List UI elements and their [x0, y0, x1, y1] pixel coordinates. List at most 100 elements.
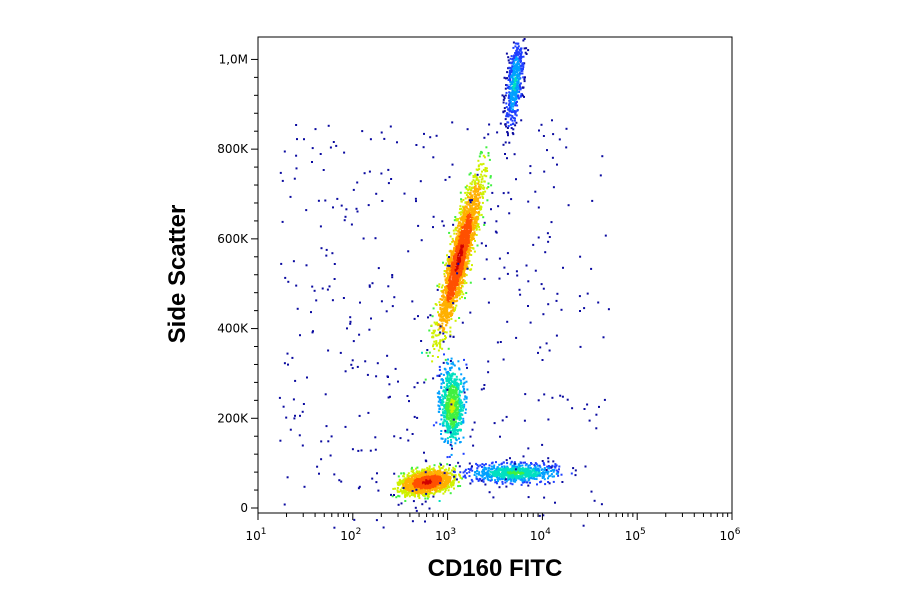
event-dot [438, 478, 441, 481]
event-dot [450, 318, 453, 320]
event-dot [427, 476, 430, 479]
event-dot [437, 479, 440, 482]
event-dot [456, 287, 459, 290]
event-dot [439, 304, 442, 307]
event-dot [440, 298, 443, 301]
event-dot [509, 482, 512, 485]
event-dot [443, 314, 446, 317]
event-dot [523, 468, 526, 471]
event-dot [454, 391, 457, 394]
event-dot [431, 355, 434, 357]
event-dot [450, 304, 453, 306]
event-dot [446, 297, 449, 300]
event-dot [405, 479, 408, 481]
event-dot [469, 281, 472, 284]
event-dot [512, 480, 515, 483]
event-dot [443, 414, 446, 417]
event-dot [465, 380, 468, 383]
event-dot [419, 487, 422, 490]
event-dot [522, 461, 525, 464]
event-dot [455, 248, 458, 251]
event-dot [472, 224, 475, 227]
event-dot [442, 379, 444, 382]
event-dot [453, 411, 456, 413]
event-dot [451, 237, 454, 240]
event-dot [404, 490, 407, 492]
event-dot [452, 481, 455, 484]
event-dot [450, 423, 453, 425]
event-dot [525, 472, 528, 475]
event-dot [448, 313, 451, 316]
event-dot [501, 478, 504, 481]
event-dot [454, 465, 457, 468]
event-dot [518, 472, 521, 475]
event-dot [443, 476, 446, 479]
event-dot [452, 385, 454, 388]
event-dot [470, 268, 473, 271]
event-dot [514, 113, 517, 116]
event-dot [477, 479, 480, 482]
event-dot [449, 383, 452, 386]
event-dot [512, 41, 515, 44]
event-dot [536, 469, 539, 472]
event-dot [541, 475, 544, 478]
event-dot [428, 472, 431, 475]
event-dot [435, 340, 438, 343]
event-dot [501, 476, 504, 479]
event-dot [441, 295, 444, 298]
event-dot [394, 487, 397, 490]
event-dot [452, 275, 455, 278]
event-dot [460, 273, 463, 275]
event-dot [443, 396, 446, 399]
event-dot [475, 220, 478, 223]
event-dot [474, 200, 477, 202]
event-dot [451, 253, 454, 256]
event-dot [437, 473, 440, 476]
event-dot [474, 182, 477, 185]
event-dot [445, 315, 447, 318]
event-dot [469, 249, 472, 252]
event-dot [551, 475, 554, 478]
event-dot [467, 247, 470, 250]
event-dot [446, 430, 449, 433]
event-dot [407, 492, 409, 495]
event-dot [453, 219, 456, 222]
event-dot [416, 466, 419, 469]
event-dot [454, 289, 457, 292]
event-dot [449, 367, 451, 370]
event-dot [417, 491, 420, 494]
event-dot [446, 437, 449, 440]
event-dot [480, 163, 483, 166]
event-dot [449, 312, 452, 315]
event-dot [418, 497, 421, 499]
event-dot [514, 117, 516, 120]
event-dot [467, 249, 470, 252]
event-dot [420, 489, 423, 492]
event-dot [442, 289, 445, 292]
event-dot [426, 468, 429, 471]
event-dot [502, 471, 505, 474]
event-dot [540, 469, 543, 471]
event-dot [439, 339, 442, 342]
event-dot [519, 470, 521, 472]
event-dot [420, 474, 423, 477]
event-dot [462, 271, 465, 274]
event-dot [533, 473, 536, 476]
event-dot [445, 407, 448, 410]
event-dot [440, 382, 443, 385]
event-dot [454, 227, 457, 230]
event-dot [474, 180, 477, 183]
event-dot [475, 226, 478, 229]
event-dot [447, 480, 450, 483]
event-dot [463, 398, 466, 401]
event-dot [486, 187, 489, 190]
event-dot [464, 243, 467, 245]
event-dot [457, 269, 460, 272]
event-dot [515, 479, 518, 482]
event-dot [467, 251, 470, 254]
event-dot [456, 422, 459, 425]
event-dot [425, 491, 428, 494]
event-dot [456, 294, 459, 297]
event-dot [408, 475, 411, 478]
event-dot [474, 471, 477, 473]
